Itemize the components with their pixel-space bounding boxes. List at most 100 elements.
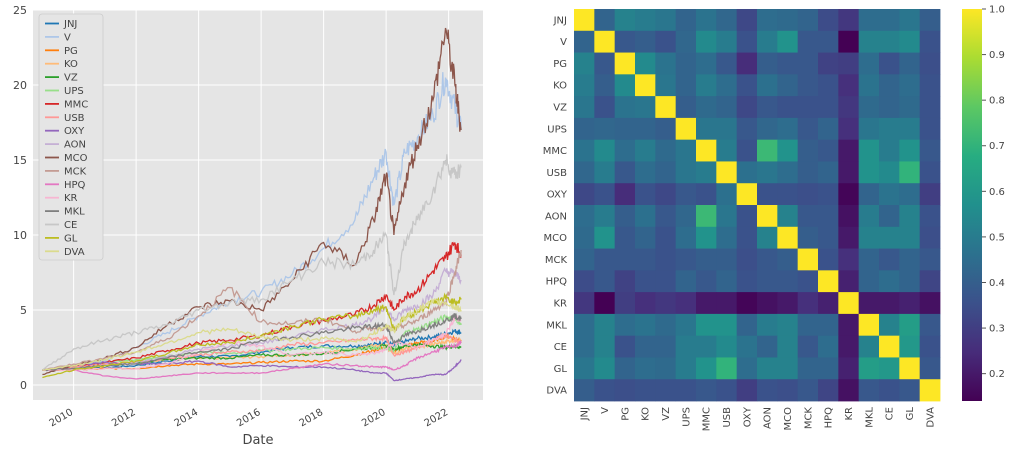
heatmap-cell: [574, 161, 595, 184]
heatmap-cell: [594, 379, 616, 402]
heatmap-cell: [635, 117, 656, 141]
heatmap-cell: [757, 270, 778, 293]
colorbar-tick-label: 0.2: [989, 369, 1005, 380]
heatmap-cell: [757, 248, 778, 271]
heatmap-cell: [899, 9, 921, 32]
heatmap-cell: [696, 30, 717, 53]
heatmap-cell: [635, 270, 656, 293]
heatmap-cell: [594, 52, 616, 75]
heatmap-cell: [818, 183, 839, 206]
heatmap-cell: [614, 205, 636, 228]
heatmap-cell: [797, 205, 819, 228]
heatmap-cell: [818, 161, 839, 184]
heatmap-cell: [655, 270, 677, 293]
heatmap-cell: [858, 226, 880, 249]
heatmap-cell: [736, 74, 758, 97]
heatmap-cell: [614, 96, 636, 119]
heatmap-cell: [736, 9, 758, 32]
heatmap-cell: [675, 117, 697, 141]
heatmap-cell: [675, 74, 697, 97]
heatmap-cell: [879, 379, 900, 402]
y-tick-label: 0: [20, 379, 27, 392]
heatmap-cell: [655, 292, 677, 315]
heatmap-cell: [919, 9, 941, 32]
heatmap-cell: [614, 183, 636, 206]
heatmap-cell: [919, 139, 941, 162]
heatmap-cell: [675, 52, 697, 75]
heatmap-cell: [858, 292, 880, 315]
heatmap-cell: [614, 139, 636, 162]
row-label: USB: [546, 168, 567, 179]
heatmap-cell: [675, 357, 697, 380]
heatmap-cell: [696, 270, 717, 293]
heatmap-cell: [696, 292, 717, 315]
series-line-mck: [42, 249, 462, 371]
column-label: GL: [905, 407, 916, 421]
heatmap-cell: [574, 9, 595, 32]
heatmap-cell: [594, 30, 616, 53]
heatmap-cell: [838, 117, 860, 141]
heatmap-cell: [614, 226, 636, 249]
heatmap-cell: [838, 30, 860, 53]
heatmap-cell: [736, 96, 758, 119]
heatmap-cell: [858, 357, 880, 380]
heatmap-cell: [818, 248, 839, 271]
heatmap-cell: [777, 74, 799, 97]
x-tick-labels: 2010 2012 2014 2016 2018 2020 2022: [48, 407, 451, 429]
row-label: MMC: [543, 146, 567, 157]
heatmap-cell: [716, 30, 738, 53]
legend-label-ko: KO: [64, 59, 78, 70]
heatmap-cell: [696, 96, 717, 119]
heatmap-cell: [757, 335, 778, 358]
heatmap-cell: [777, 379, 799, 402]
heatmap-cell: [797, 335, 819, 358]
legend-label-pg: PG: [64, 46, 78, 57]
heatmap-cell: [858, 183, 880, 206]
heatmap-cell: [614, 357, 636, 380]
heatmap-cell: [614, 335, 636, 358]
heatmap-cell: [919, 313, 941, 337]
heatmap-cell: [797, 292, 819, 315]
heatmap-cell: [818, 96, 839, 119]
heatmap-cell: [655, 30, 677, 53]
heatmap-cell: [736, 52, 758, 75]
heatmap-cell: [635, 379, 656, 402]
heatmap-cell: [716, 226, 738, 249]
colorbar-tick-label: 0.8: [989, 96, 1005, 107]
series-line-mmc: [42, 241, 462, 371]
x-tick-label: 2010: [48, 407, 76, 429]
heatmap-cell: [797, 52, 819, 75]
heatmap-cell: [879, 30, 900, 53]
heatmap-cell: [797, 139, 819, 162]
heatmap-cell: [838, 205, 860, 228]
heatmap-cell: [899, 96, 921, 119]
heatmap-cell: [818, 117, 839, 141]
heatmap-cell: [818, 270, 839, 293]
heatmap-cell: [838, 52, 860, 75]
heatmap-cell: [594, 74, 616, 97]
x-tick-label: 2018: [298, 407, 326, 429]
row-label: UPS: [547, 124, 567, 135]
heatmap-cell: [574, 96, 595, 119]
heatmap-cell: [614, 30, 636, 53]
y-tick-label: 10: [13, 229, 27, 242]
heatmap-cell: [797, 161, 819, 184]
heatmap-cell: [777, 139, 799, 162]
x-tick-label: 2016: [235, 407, 263, 429]
column-label: UPS: [681, 407, 692, 427]
series-line-mco: [42, 27, 462, 376]
heatmap-cell: [594, 117, 616, 141]
colorbar-tick-label: 0.9: [989, 50, 1005, 61]
row-label: OXY: [547, 190, 568, 201]
heatmap-cell: [818, 379, 839, 402]
heatmap-cell: [797, 9, 819, 32]
column-label: KR: [844, 407, 855, 421]
heatmap-cell: [635, 226, 656, 249]
heatmap-cell: [574, 117, 595, 141]
heatmap-cell: [899, 248, 921, 271]
heatmap-cell: [736, 292, 758, 315]
legend-label-v: V: [64, 32, 71, 43]
row-label: MCK: [545, 255, 568, 266]
heatmap-cell: [635, 139, 656, 162]
heatmap-cell: [777, 30, 799, 53]
